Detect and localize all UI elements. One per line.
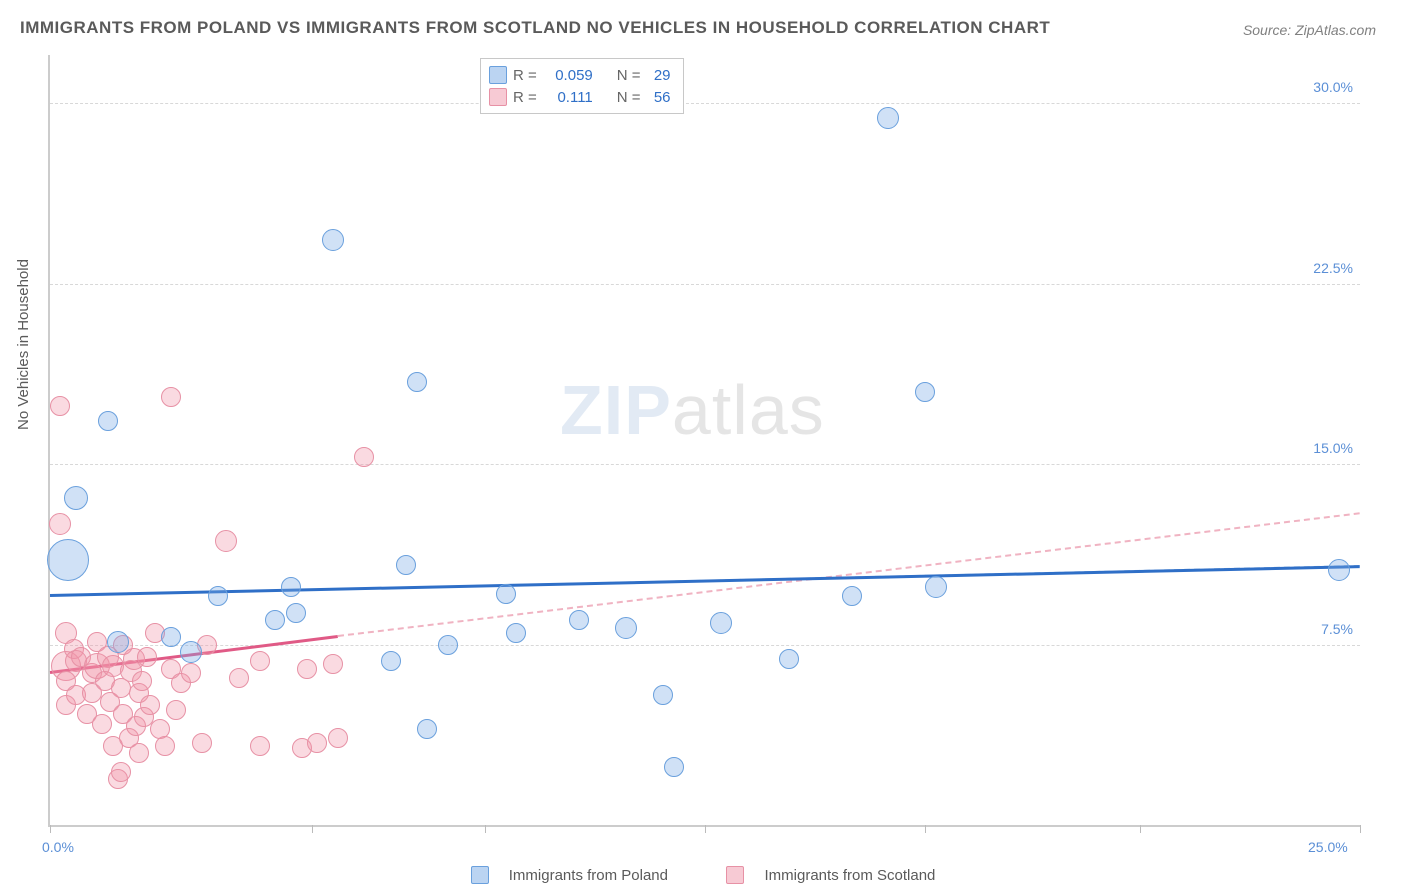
data-point — [407, 372, 427, 392]
r-label: R = — [513, 89, 537, 106]
y-tick-label: 7.5% — [1298, 621, 1353, 637]
data-point — [779, 649, 799, 669]
data-point — [229, 668, 249, 688]
stats-row-b: R = 0.111 N = 56 — [489, 86, 671, 108]
data-point — [664, 757, 684, 777]
chart-title: IMMIGRANTS FROM POLAND VS IMMIGRANTS FRO… — [20, 18, 1050, 38]
data-point — [166, 700, 186, 720]
r-value-b: 0.111 — [543, 89, 593, 106]
data-point — [438, 635, 458, 655]
swatch-poland — [489, 66, 507, 84]
data-point — [140, 695, 160, 715]
data-point — [111, 762, 131, 782]
n-value-a: 29 — [647, 67, 671, 84]
data-point — [250, 736, 270, 756]
data-point — [129, 743, 149, 763]
y-tick-label: 30.0% — [1298, 79, 1353, 95]
source-label: Source: ZipAtlas.com — [1243, 22, 1376, 38]
data-point — [877, 107, 899, 129]
y-axis-label: No Vehicles in Household — [15, 259, 32, 430]
data-point — [328, 728, 348, 748]
series-legend: Immigrants from Poland Immigrants from S… — [0, 866, 1406, 884]
data-point — [161, 387, 181, 407]
data-point — [107, 631, 129, 653]
x-tick — [925, 825, 926, 833]
r-label: R = — [513, 67, 537, 84]
data-point — [615, 617, 637, 639]
data-point — [417, 719, 437, 739]
data-point — [208, 586, 228, 606]
swatch-scotland — [726, 866, 744, 884]
data-point — [307, 733, 327, 753]
data-point — [98, 411, 118, 431]
data-point — [653, 685, 673, 705]
legend-label-b: Immigrants from Scotland — [765, 867, 936, 884]
data-point — [569, 610, 589, 630]
y-tick-label: 15.0% — [1298, 440, 1353, 456]
trend-line — [338, 512, 1360, 637]
stats-row-a: R = 0.059 N = 29 — [489, 64, 671, 86]
data-point — [47, 539, 89, 581]
x-tick-label-left: 0.0% — [42, 839, 74, 855]
data-point — [180, 641, 202, 663]
data-point — [50, 396, 70, 416]
data-point — [92, 714, 112, 734]
x-tick — [312, 825, 313, 833]
x-tick — [485, 825, 486, 833]
data-point — [381, 651, 401, 671]
data-point — [250, 651, 270, 671]
x-tick-label-right: 25.0% — [1308, 839, 1348, 855]
n-label: N = — [617, 89, 641, 106]
data-point — [354, 447, 374, 467]
x-tick — [50, 825, 51, 833]
swatch-scotland — [489, 88, 507, 106]
r-value-a: 0.059 — [543, 67, 593, 84]
data-point — [496, 584, 516, 604]
x-tick — [1360, 825, 1361, 833]
data-point — [281, 577, 301, 597]
data-point — [265, 610, 285, 630]
data-point — [161, 627, 181, 647]
data-point — [137, 647, 157, 667]
n-value-b: 56 — [647, 89, 671, 106]
plot-area — [48, 55, 1360, 827]
data-point — [396, 555, 416, 575]
data-point — [297, 659, 317, 679]
data-point — [1328, 559, 1350, 581]
data-point — [64, 486, 88, 510]
data-point — [842, 586, 862, 606]
swatch-poland — [471, 866, 489, 884]
data-point — [132, 671, 152, 691]
x-tick — [705, 825, 706, 833]
gridline-h — [50, 464, 1360, 465]
legend-label-a: Immigrants from Poland — [509, 867, 668, 884]
gridline-h — [50, 103, 1360, 104]
data-point — [155, 736, 175, 756]
data-point — [181, 663, 201, 683]
data-point — [192, 733, 212, 753]
data-point — [49, 513, 71, 535]
data-point — [323, 654, 343, 674]
data-point — [286, 603, 306, 623]
data-point — [925, 576, 947, 598]
n-label: N = — [617, 67, 641, 84]
data-point — [710, 612, 732, 634]
data-point — [322, 229, 344, 251]
data-point — [915, 382, 935, 402]
y-tick-label: 22.5% — [1298, 260, 1353, 276]
gridline-h — [50, 284, 1360, 285]
data-point — [215, 530, 237, 552]
x-tick — [1140, 825, 1141, 833]
stats-legend: R = 0.059 N = 29 R = 0.111 N = 56 — [480, 58, 684, 114]
data-point — [506, 623, 526, 643]
